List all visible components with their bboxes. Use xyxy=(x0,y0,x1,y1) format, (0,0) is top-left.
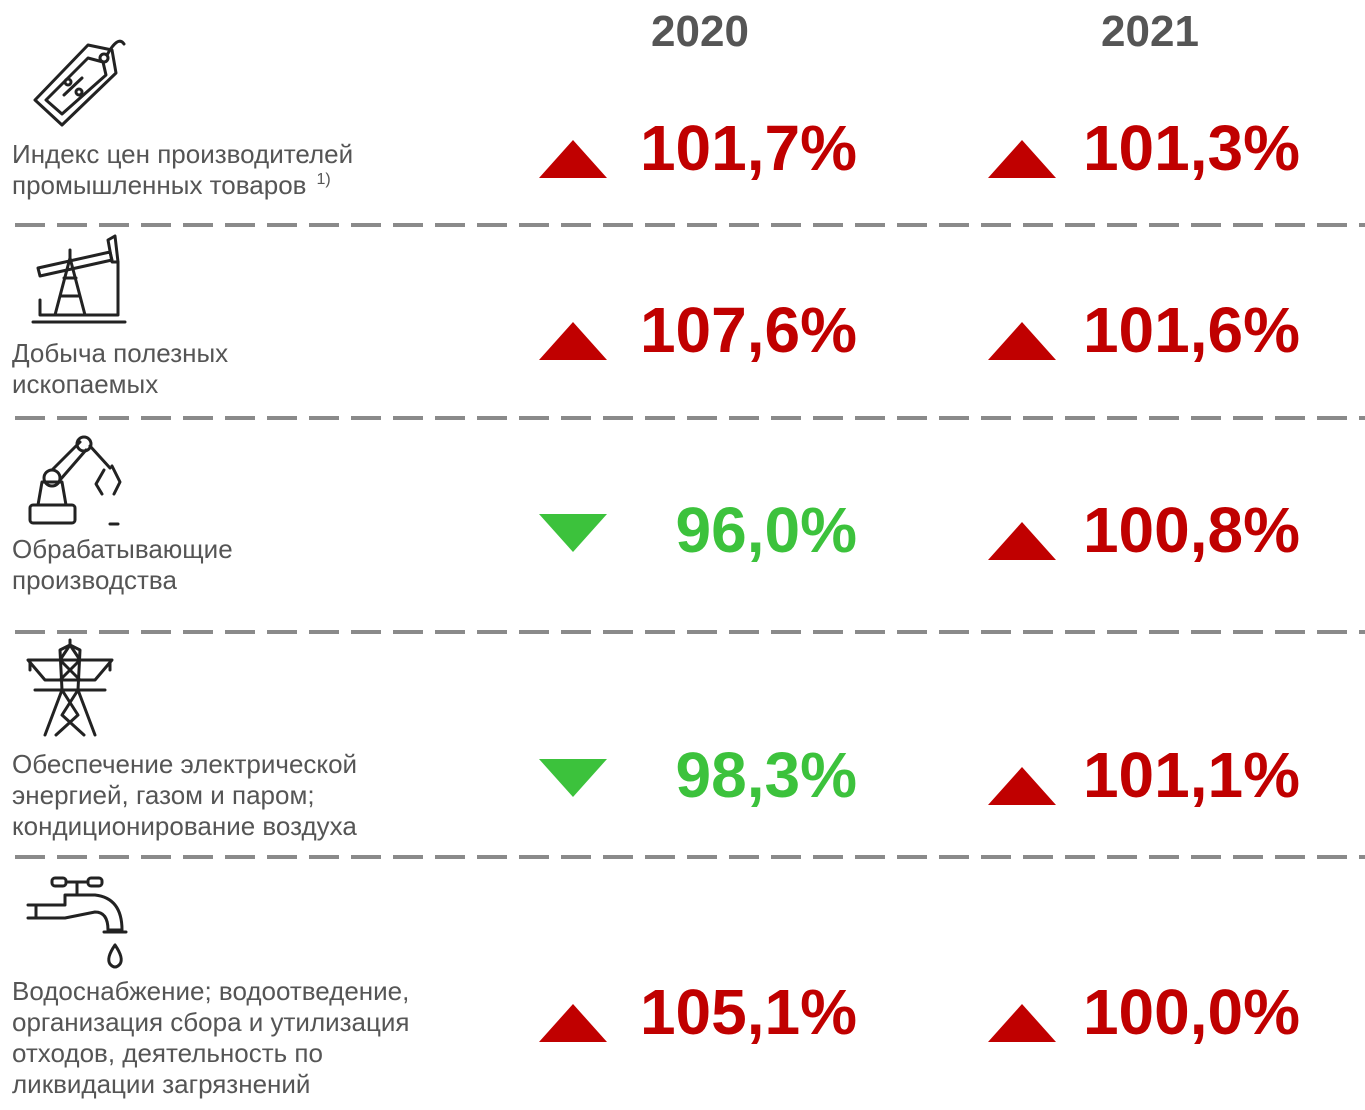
row-label: отходов, деятельность по xyxy=(12,1038,323,1068)
trend-arrow xyxy=(539,140,607,178)
trend-arrow xyxy=(539,1004,607,1042)
row-label: ликвидации загрязнений xyxy=(12,1069,310,1099)
column-header: 2020 xyxy=(651,7,749,56)
icon-water-tap xyxy=(26,876,128,969)
value: 100,0% xyxy=(1083,976,1300,1048)
icon-robot-arm xyxy=(28,435,122,526)
footnote-mark: 1) xyxy=(316,171,330,188)
value: 100,8% xyxy=(1083,494,1300,566)
row-label: ископаемых xyxy=(12,369,158,399)
row-label: энергией, газом и паром; xyxy=(12,780,315,810)
column-header: 2021 xyxy=(1101,7,1199,56)
value: 101,1% xyxy=(1083,739,1300,811)
trend-arrow xyxy=(539,759,607,797)
icon-power-tower xyxy=(26,638,114,737)
row-label: Обрабатывающие xyxy=(12,534,233,564)
row-label: Индекс цен производителей xyxy=(12,139,353,169)
row-label: Обеспечение электрической xyxy=(12,749,357,779)
value: 96,0% xyxy=(676,494,857,566)
row-label: производства xyxy=(12,565,177,595)
value: 98,3% xyxy=(676,739,857,811)
value: 101,3% xyxy=(1083,112,1300,184)
trend-arrow xyxy=(988,522,1056,560)
value: 107,6% xyxy=(640,294,857,366)
value: 101,7% xyxy=(640,112,857,184)
row-label: Водоснабжение; водоотведение, xyxy=(12,976,409,1006)
value: 105,1% xyxy=(640,976,857,1048)
icon-price-tag xyxy=(33,39,126,127)
row-label: кондиционирование воздуха xyxy=(12,811,357,841)
row-label: промышленных товаров xyxy=(12,170,306,200)
trend-arrow xyxy=(988,140,1056,178)
icon-oil-pump xyxy=(31,234,127,324)
trend-arrow xyxy=(988,767,1056,805)
trend-arrow xyxy=(539,322,607,360)
row-label: Добыча полезных xyxy=(12,338,228,368)
trend-arrow xyxy=(988,322,1056,360)
trend-arrow xyxy=(988,1004,1056,1042)
trend-arrow xyxy=(539,514,607,552)
row-label: организация сбора и утилизация xyxy=(12,1007,410,1037)
value: 101,6% xyxy=(1083,294,1300,366)
